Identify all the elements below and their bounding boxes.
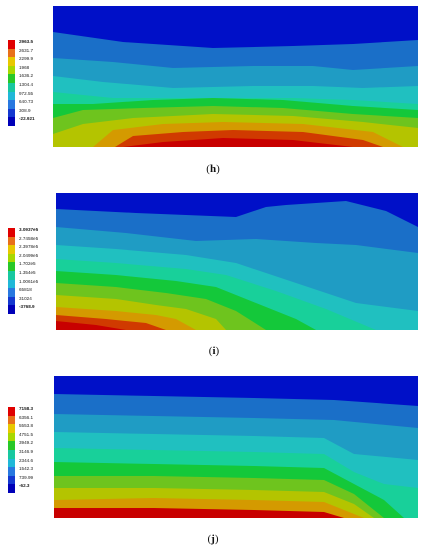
legend-max-label: 7158.3 xyxy=(19,406,34,411)
contour-plot-j xyxy=(54,376,418,518)
legend-label: 1.702e5 xyxy=(19,261,36,267)
legend-label: 31024 xyxy=(19,295,32,301)
legend-max-label: 2963.5 xyxy=(19,39,34,44)
contour-plot-h xyxy=(53,6,418,147)
legend-label: 2.3978e5 xyxy=(19,244,39,250)
caption-h: (h) xyxy=(206,163,220,175)
legend-label: 1304.4 xyxy=(19,81,34,87)
legend-label: 1636.2 xyxy=(19,73,34,79)
legend-min-label: -22.921 xyxy=(19,116,35,122)
legend-label: 2.0499e5 xyxy=(19,252,39,258)
legend-label: 739.99 xyxy=(19,474,34,480)
legend-label: 2299.9 xyxy=(19,56,34,62)
legend-label: 1.0061e5 xyxy=(19,278,39,284)
legend-label: 1.354e5 xyxy=(19,269,36,275)
legend-max-label: 3.0937e5 xyxy=(19,227,39,232)
caption-j: (j) xyxy=(207,533,219,545)
legend-min-label: -62.3 xyxy=(19,483,30,489)
legend-label: 65818 xyxy=(19,287,32,293)
legend-min-label: -3768.9 xyxy=(19,304,35,310)
legend-label: 2631.7 xyxy=(19,47,34,53)
caption-i: (i) xyxy=(208,345,220,357)
legend-label: 4751.5 xyxy=(19,431,34,437)
legend-label: 2344.6 xyxy=(19,457,34,463)
legend-label: 6356.1 xyxy=(19,414,34,420)
legend-label: 640.73 xyxy=(19,99,34,105)
legend-label: 1968 xyxy=(19,64,30,70)
legend-label: 3949.2 xyxy=(19,440,34,446)
legend-label: 972.55 xyxy=(19,90,34,96)
legend-label: 1542.3 xyxy=(19,466,34,472)
legend-label: 308.9 xyxy=(19,107,31,113)
legend-label: 5553.8 xyxy=(19,423,34,429)
legend-label: 2.7458e5 xyxy=(19,235,39,241)
legend-label: 3146.9 xyxy=(19,448,34,454)
contour-plot-i xyxy=(56,193,418,330)
